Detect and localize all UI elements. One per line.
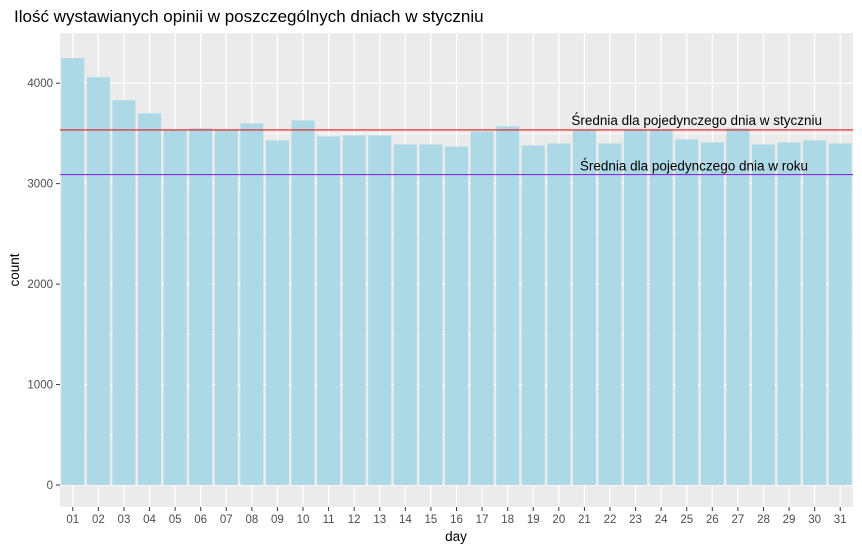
- bar-day-31: [828, 143, 852, 485]
- y-tick-label: 1000: [27, 380, 53, 392]
- x-tick-label: 13: [373, 514, 386, 526]
- bar-day-20: [547, 143, 571, 485]
- bar-day-23: [624, 129, 648, 486]
- x-tick-label: 25: [680, 514, 693, 526]
- x-tick-label: 04: [143, 514, 156, 526]
- bar-day-30: [803, 140, 827, 486]
- y-axis-title: count: [7, 253, 22, 286]
- bar-day-11: [317, 136, 341, 485]
- bar-day-15: [419, 144, 443, 486]
- bar-day-08: [240, 123, 264, 485]
- bar-day-17: [470, 131, 494, 485]
- x-tick-label: 14: [399, 514, 412, 526]
- bar-day-28: [751, 144, 775, 486]
- reference-line-label: Średnia dla pojedynczego dnia w styczniu: [571, 113, 822, 128]
- bar-day-21: [572, 130, 596, 485]
- x-tick-label: 01: [66, 514, 79, 526]
- bar-day-24: [649, 129, 673, 486]
- y-tick-label: 4000: [27, 78, 53, 90]
- x-tick-label: 18: [501, 514, 514, 526]
- x-axis-title: day: [445, 529, 467, 544]
- bar-day-10: [291, 120, 315, 485]
- bars: [61, 58, 852, 486]
- x-tick-label: 09: [271, 514, 284, 526]
- bar-day-25: [675, 139, 699, 485]
- x-tick-label: 21: [578, 514, 591, 526]
- x-tick-label: 20: [552, 514, 565, 526]
- x-tick-label: 10: [297, 514, 310, 526]
- x-tick-label: 27: [731, 514, 744, 526]
- bar-day-14: [393, 144, 417, 486]
- x-tick-label: 08: [245, 514, 258, 526]
- bar-day-13: [368, 135, 392, 485]
- x-tick-label: 28: [757, 514, 770, 526]
- x-tick-label: 05: [169, 514, 182, 526]
- y-tick-label: 3000: [27, 179, 53, 191]
- x-tick-label: 22: [604, 514, 617, 526]
- x-tick-label: 17: [476, 514, 489, 526]
- x-tick-label: 03: [118, 514, 131, 526]
- x-tick-label: 12: [348, 514, 361, 526]
- x-tick-label: 26: [706, 514, 719, 526]
- reference-line-label: Średnia dla pojedynczego dnia w roku: [580, 159, 808, 174]
- bar-day-16: [444, 146, 469, 485]
- bar-day-12: [342, 135, 366, 485]
- x-tick-label: 23: [629, 514, 642, 526]
- x-tick-label: 31: [834, 514, 847, 526]
- chart-title: Ilość wystawianych opinii w poszczególny…: [14, 7, 484, 26]
- bar-day-19: [521, 145, 545, 485]
- x-tick-label: 11: [323, 514, 335, 526]
- x-tick-label: 24: [655, 514, 668, 526]
- y-tick-label: 0: [47, 480, 53, 492]
- y-tick-label: 2000: [27, 279, 53, 291]
- x-tick-label: 16: [450, 514, 463, 526]
- bar-day-26: [700, 142, 724, 485]
- bar-day-29: [777, 142, 801, 485]
- bar-day-09: [265, 140, 289, 486]
- bar-day-22: [598, 143, 622, 485]
- x-tick-label: 29: [783, 514, 796, 526]
- bar-day-02: [86, 77, 110, 485]
- reference-lines: Średnia dla pojedynczego dnia w styczniu…: [60, 113, 853, 176]
- bar-day-07: [214, 129, 238, 486]
- x-tick-label: 06: [194, 514, 207, 526]
- bar-day-04: [138, 113, 162, 486]
- x-tick-label: 19: [527, 514, 540, 526]
- x-tick-label: 07: [220, 514, 233, 526]
- x-tick-label: 30: [808, 514, 821, 526]
- bar-day-01: [61, 58, 85, 486]
- x-tick-label: 02: [92, 514, 105, 526]
- y-axis: 0 1000 2000 3000 4000: [27, 78, 60, 492]
- bar-day-03: [112, 100, 136, 486]
- x-tick-label: 15: [425, 514, 438, 526]
- bar-day-18: [496, 126, 520, 486]
- bar-day-06: [189, 128, 213, 485]
- x-axis: 01 02 03 04 05 06 07 08 09 10 11 12 13 14 15 16 17 18 19 20…: [66, 507, 847, 526]
- bar-day-27: [726, 128, 750, 485]
- bar-day-05: [163, 130, 187, 485]
